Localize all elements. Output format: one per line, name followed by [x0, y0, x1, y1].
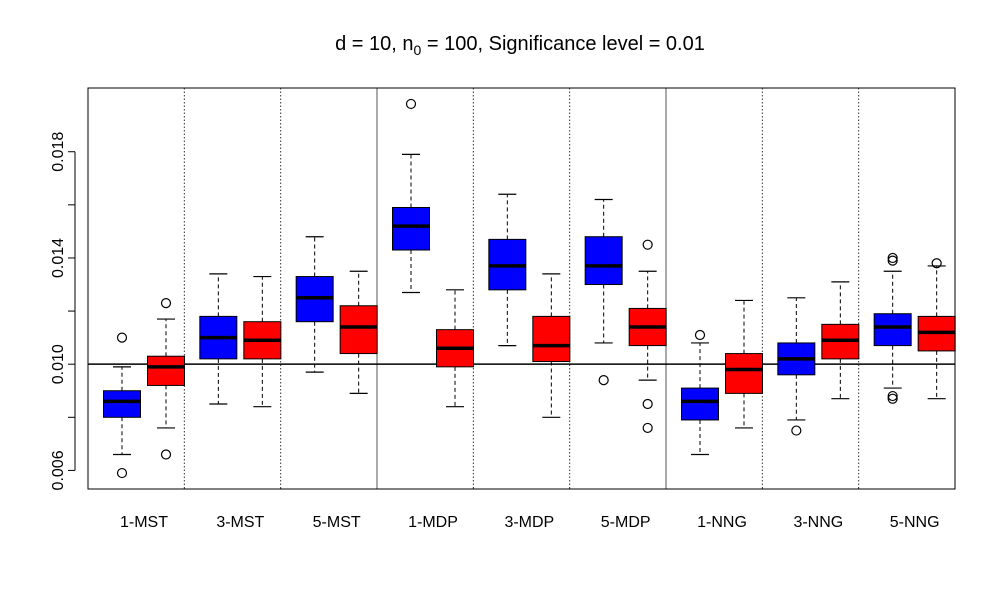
box [392, 207, 430, 251]
outlier-point [405, 98, 417, 110]
x-tick-label: 5-MST [313, 514, 361, 531]
box [873, 313, 912, 347]
x-tick-label: 1-MST [120, 514, 168, 531]
chart-title: d = 10, n0 = 100, Significance level = 0… [335, 33, 705, 58]
x-tick-label: 3-NNG [793, 514, 843, 531]
y-tick-label: 0.010 [50, 344, 67, 384]
outlier-point [931, 258, 942, 269]
outlier-point [160, 298, 172, 309]
outlier-point [887, 390, 898, 402]
outlier-point [791, 425, 802, 436]
box [339, 305, 378, 355]
box [147, 355, 185, 386]
outlier-point [642, 239, 653, 250]
box [681, 387, 719, 421]
outlier-point [116, 467, 128, 479]
outlier-point [887, 252, 898, 264]
outlier-point [887, 393, 898, 404]
y-tick-label: 0.018 [50, 132, 67, 172]
box [103, 390, 141, 418]
title-subscript: 0 [414, 42, 422, 58]
x-tick-label: 1-MDP [408, 514, 458, 531]
y-tick-label: 0.014 [50, 238, 67, 278]
plot-area: 0.006 0.010 0.014 0.018 1-MST 3-MST 5-MST 1-MDP… [50, 87, 956, 531]
x-tick-label: 3-MDP [504, 514, 554, 531]
box [725, 353, 763, 394]
outlier-point [694, 329, 706, 341]
title-rest: = 100, Significance level = 0.01 [421, 33, 705, 55]
box [532, 315, 571, 363]
outlier-point [160, 449, 172, 460]
box [584, 236, 623, 286]
outlier-point [887, 255, 898, 266]
title-main: d = 10, n [335, 33, 413, 55]
outlier-point [642, 398, 653, 410]
x-tick-label: 5-NNG [890, 514, 940, 531]
x-tick-label: 3-MST [216, 514, 264, 531]
outlier-point [116, 332, 128, 343]
outlier-point [642, 422, 653, 434]
plot-frame [87, 87, 956, 490]
outlier-point [598, 375, 609, 386]
x-tick-label: 1-NNG [697, 514, 747, 531]
x-tick-label: 5-MDP [601, 514, 651, 531]
y-tick-label: 0.006 [50, 450, 67, 490]
